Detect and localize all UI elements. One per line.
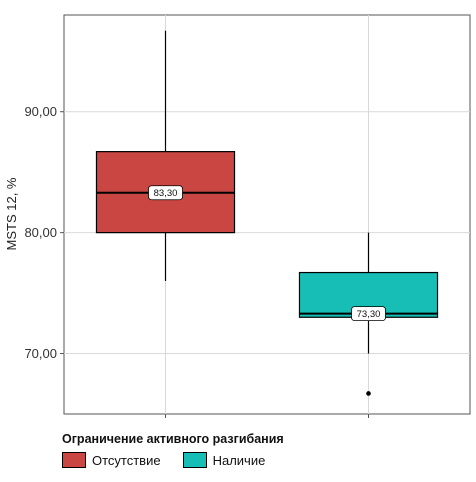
y-ticks: 70,00 80,00 90,00 bbox=[24, 104, 369, 418]
median-label-box-1 bbox=[351, 306, 386, 322]
y-tick-label-1: 80,00 bbox=[24, 225, 57, 240]
y-tick-label-0: 70,00 bbox=[24, 346, 57, 361]
median-label-box-0 bbox=[148, 185, 183, 201]
legend-label-absent: Отсутствие bbox=[92, 452, 161, 468]
legend: Ограничение активного разгибания Отсутст… bbox=[62, 432, 287, 468]
legend-swatch-absent bbox=[62, 452, 86, 468]
y-tick-label-2: 90,00 bbox=[24, 104, 57, 119]
median-label-0: 83,30 bbox=[154, 188, 178, 199]
box-group-1: 73,30 bbox=[298, 232, 439, 396]
legend-items: Отсутствие Наличие bbox=[62, 452, 287, 468]
legend-title: Ограничение активного разгибания bbox=[62, 432, 284, 446]
boxes-layer: 83,30 73,30 bbox=[95, 30, 439, 396]
median-label-1: 73,30 bbox=[357, 309, 381, 320]
legend-item-absent: Отсутствие bbox=[62, 452, 161, 468]
outlier-1-0 bbox=[366, 391, 371, 396]
legend-item-present: Наличие bbox=[182, 452, 266, 468]
y-axis-label: MSTS 12, % bbox=[4, 177, 19, 250]
legend-label-present: Наличие bbox=[212, 452, 266, 468]
legend-swatch-present bbox=[182, 452, 207, 468]
boxplot-chart: 83,30 73,30 70,00 80,00 90,00 MSTS 12, % bbox=[4, 14, 471, 418]
box-group-0: 83,30 bbox=[95, 30, 236, 281]
